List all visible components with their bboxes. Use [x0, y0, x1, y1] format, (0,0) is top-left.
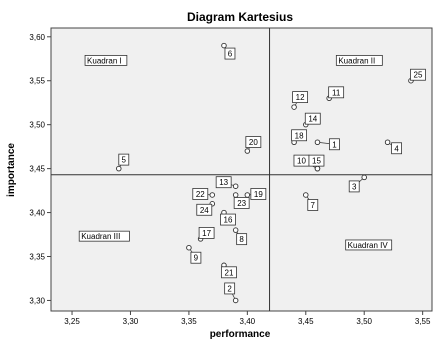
data-point — [222, 43, 227, 48]
x-tick-label: 3,25 — [64, 317, 80, 326]
data-point — [303, 193, 308, 198]
y-tick-label: 3,55 — [29, 77, 45, 86]
point-label: 25 — [414, 71, 423, 80]
data-point — [315, 166, 320, 171]
data-point — [233, 298, 238, 303]
quadrant-label: Kuadran II — [338, 56, 375, 65]
plot-area — [51, 28, 432, 311]
data-point — [233, 228, 238, 233]
point-label: 17 — [202, 229, 211, 238]
point-label: 13 — [219, 178, 228, 187]
point-label: 23 — [237, 199, 246, 208]
point-label: 19 — [254, 190, 263, 199]
data-point — [245, 149, 250, 154]
point-label: 4 — [394, 144, 399, 153]
quadrant-label: Kuadran IV — [348, 241, 389, 250]
x-tick-label: 3,35 — [181, 317, 197, 326]
y-tick-label: 3,30 — [29, 296, 45, 305]
quadrant-label: Kuadran I — [87, 56, 122, 65]
point-label: 2 — [227, 284, 232, 293]
point-label: 16 — [224, 216, 233, 225]
point-label: 10 — [297, 157, 306, 166]
point-label: 14 — [308, 115, 317, 124]
y-tick-label: 3,40 — [29, 209, 45, 218]
point-label: 6 — [228, 50, 233, 59]
y-tick-label: 3,35 — [29, 253, 45, 262]
y-tick-label: 3,45 — [29, 165, 45, 174]
y-tick-label: 3,60 — [29, 33, 45, 42]
point-label: 11 — [332, 88, 341, 97]
point-label: 20 — [249, 138, 258, 147]
point-label: 7 — [311, 201, 316, 210]
x-tick-label: 3,45 — [298, 317, 314, 326]
data-point — [210, 193, 215, 198]
point-label: 9 — [194, 254, 199, 263]
y-tick-label: 3,50 — [29, 121, 45, 130]
point-label: 22 — [196, 190, 205, 199]
data-point — [385, 140, 390, 145]
chart-title: Diagram Kartesius — [187, 10, 293, 24]
quadrant-label: Kuadran III — [81, 232, 120, 241]
data-point — [187, 245, 192, 250]
x-tick-label: 3,40 — [240, 317, 256, 326]
point-label: 21 — [225, 268, 234, 277]
point-label: 1 — [332, 140, 337, 149]
point-label: 3 — [352, 182, 357, 191]
data-point — [116, 166, 121, 171]
data-point — [233, 184, 238, 189]
x-tick-label: 3,30 — [123, 317, 139, 326]
point-label: 12 — [296, 93, 305, 102]
x-tick-label: 3,50 — [356, 317, 372, 326]
point-label: 8 — [239, 235, 244, 244]
data-point — [292, 105, 297, 110]
point-label: 5 — [122, 156, 127, 165]
point-label: 18 — [295, 131, 304, 140]
y-axis-title: importance — [6, 143, 17, 197]
data-point — [362, 175, 367, 180]
x-axis-title: performance — [210, 329, 271, 340]
point-label: 24 — [200, 206, 209, 215]
data-point — [245, 193, 250, 198]
x-tick-label: 3,55 — [415, 317, 431, 326]
data-point — [315, 140, 320, 145]
data-point — [233, 193, 238, 198]
point-label: 15 — [312, 157, 321, 166]
